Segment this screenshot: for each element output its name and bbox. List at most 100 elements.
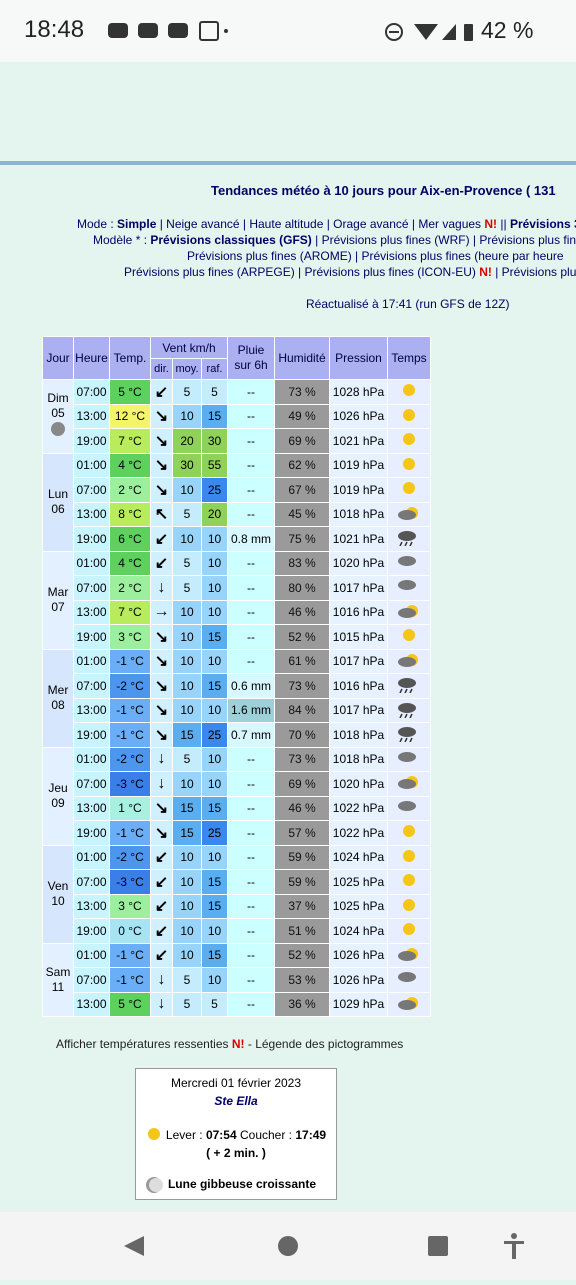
weather-icon bbox=[387, 869, 431, 895]
rain: -- bbox=[227, 428, 275, 454]
rain: -- bbox=[227, 501, 275, 527]
link[interactable]: Afficher températures ressenties bbox=[56, 1037, 232, 1051]
link[interactable]: Prévisions plus fines (ARPEGE) | Prévisi… bbox=[124, 265, 480, 279]
wind-dir: ↘ bbox=[150, 648, 173, 674]
icon bbox=[398, 506, 418, 520]
wind-gust: 10 bbox=[201, 526, 228, 552]
column-header: moy. bbox=[172, 358, 202, 380]
hour: 19:00 bbox=[73, 722, 110, 748]
temperature: -1 °C bbox=[109, 942, 151, 968]
humidity: 73 % bbox=[274, 379, 330, 405]
wind-dir: ↘ bbox=[150, 795, 173, 821]
wind-gust: 10 bbox=[201, 599, 228, 625]
wind-gust: 5 bbox=[201, 379, 228, 405]
forecast-table: Jour Heure Temp. Vent km/h Pluie sur 6h Humid… bbox=[42, 336, 431, 1017]
model-line[interactable]: Prévisions plus fines (AROME) | Prévisio… bbox=[187, 249, 564, 263]
wind-avg: 5 bbox=[172, 575, 202, 601]
humidity: 62 % bbox=[274, 452, 330, 478]
weather-icon bbox=[387, 697, 431, 723]
humidity: 69 % bbox=[274, 428, 330, 454]
weather-icon bbox=[387, 746, 431, 772]
pressure: 1017 hPa bbox=[329, 697, 388, 723]
wind-avg: 5 bbox=[172, 501, 202, 527]
hour: 07:00 bbox=[73, 869, 110, 895]
wind-avg: 30 bbox=[172, 452, 202, 478]
wind-avg: 5 bbox=[172, 550, 202, 576]
link[interactable]: - Légende des pictogrammes bbox=[244, 1037, 404, 1051]
recents[interactable] bbox=[428, 1236, 448, 1256]
weather-icon bbox=[387, 477, 431, 503]
icon bbox=[398, 972, 416, 983]
wind-gust: 25 bbox=[201, 477, 228, 503]
rain: -- bbox=[227, 991, 275, 1017]
wind-avg: 10 bbox=[172, 403, 202, 429]
icon bbox=[398, 555, 416, 566]
icon bbox=[403, 874, 415, 887]
wind-dir: → bbox=[150, 599, 173, 625]
column-header: Heure bbox=[73, 336, 110, 380]
system-icons bbox=[385, 23, 473, 41]
cloud bbox=[398, 999, 416, 1010]
text: || bbox=[497, 217, 510, 231]
column-header: dir. bbox=[150, 358, 173, 380]
wind-gust: 10 bbox=[201, 967, 228, 993]
cloud bbox=[398, 779, 416, 790]
humidity: 37 % bbox=[274, 893, 330, 919]
temperature: -1 °C bbox=[109, 697, 151, 723]
icon bbox=[398, 727, 416, 743]
wind-dir: ↙ bbox=[150, 869, 173, 895]
sunset: 17:49 bbox=[295, 1128, 327, 1142]
mode-line: Mode : Simple | Neige avancé | Haute alt… bbox=[77, 217, 576, 231]
hour: 07:00 bbox=[73, 673, 110, 699]
hour: 01:00 bbox=[73, 942, 110, 968]
wind-avg: 10 bbox=[172, 477, 202, 503]
accessibility[interactable] bbox=[504, 1233, 524, 1259]
weather-icon bbox=[387, 673, 431, 699]
pressure: 1026 hPa bbox=[329, 403, 388, 429]
back[interactable] bbox=[124, 1236, 144, 1256]
link[interactable]: Simple bbox=[117, 217, 157, 231]
day-cell: Sam 11 bbox=[42, 942, 74, 1017]
wind-gust: 10 bbox=[201, 648, 228, 674]
wind-dir: ↘ bbox=[150, 477, 173, 503]
weather-icon bbox=[387, 403, 431, 429]
diagrams: Diagramm1197531-1-3DimLunMarDiagram10281… bbox=[440, 330, 576, 1030]
wind-avg: 10 bbox=[172, 697, 202, 723]
pressure: 1025 hPa bbox=[329, 893, 388, 919]
hour: 07:00 bbox=[73, 477, 110, 503]
link[interactable]: Prévisions 3 bbox=[509, 217, 576, 231]
moon-icon bbox=[146, 1177, 163, 1193]
icon bbox=[403, 408, 415, 421]
icon bbox=[398, 996, 418, 1010]
humidity: 70 % bbox=[274, 722, 330, 748]
humidity: 61 % bbox=[274, 648, 330, 674]
rain: -- bbox=[227, 648, 275, 674]
weather-icon bbox=[387, 795, 431, 821]
hour: 19:00 bbox=[73, 820, 110, 846]
temperature: 2 °C bbox=[109, 477, 151, 503]
wind-avg: 10 bbox=[172, 844, 202, 870]
link[interactable]: | Prévisions plus fines (WRF) | Prévisio… bbox=[311, 233, 576, 247]
weather-icon bbox=[387, 722, 431, 748]
sun bbox=[403, 408, 415, 421]
pressure: 1017 hPa bbox=[329, 648, 388, 674]
link[interactable]: Prévisions classiques (GFS) bbox=[150, 233, 312, 247]
hour: 13:00 bbox=[73, 697, 110, 723]
weather-icon bbox=[387, 893, 431, 919]
label: Coucher : bbox=[236, 1128, 296, 1142]
pressure: 1021 hPa bbox=[329, 428, 388, 454]
wind-avg: 5 bbox=[172, 746, 202, 772]
home[interactable] bbox=[278, 1236, 298, 1256]
column-header: Pression bbox=[329, 336, 388, 380]
link[interactable]: | Neige avancé | Haute altitude | Orage … bbox=[156, 217, 485, 231]
wind-gust: 15 bbox=[201, 795, 228, 821]
icon bbox=[403, 898, 415, 911]
wind-gust: 15 bbox=[201, 893, 228, 919]
day-name: Lun bbox=[47, 487, 69, 501]
wind-gust: 30 bbox=[201, 428, 228, 454]
icon bbox=[398, 776, 418, 790]
link[interactable]: | Prévisions plu bbox=[491, 265, 576, 279]
hour: 13:00 bbox=[73, 501, 110, 527]
icon bbox=[403, 433, 415, 446]
rain: -- bbox=[227, 820, 275, 846]
